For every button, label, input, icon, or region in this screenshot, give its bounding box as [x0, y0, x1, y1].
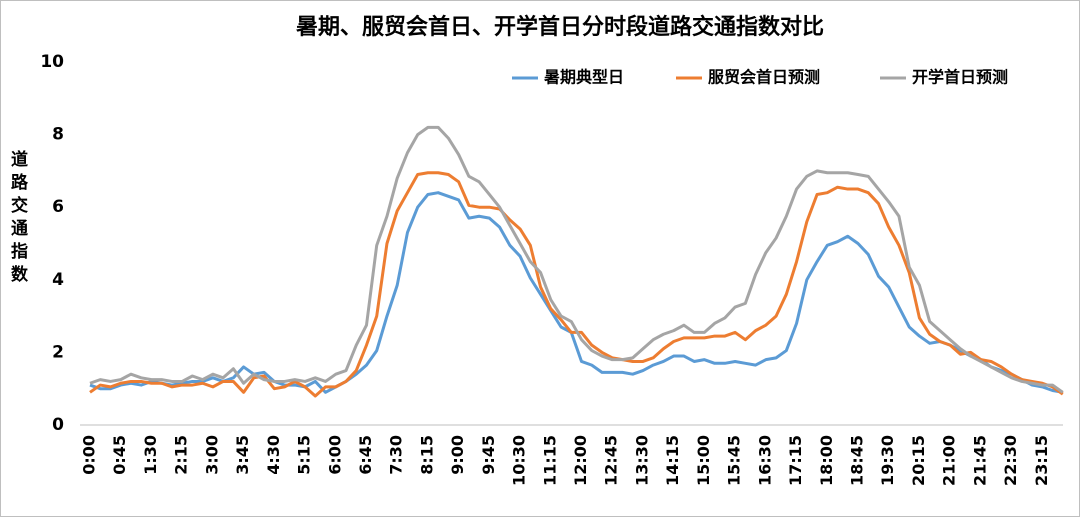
x-tick-label: 4:30 [264, 435, 283, 475]
y-tick-label: 4 [52, 270, 64, 290]
legend-label: 服贸会首日预测 [708, 68, 820, 87]
x-tick-label: 3:45 [233, 435, 252, 475]
x-tick-label: 18:00 [817, 435, 836, 486]
y-tick-label: 10 [40, 52, 64, 72]
x-tick-label: 0:00 [80, 435, 99, 475]
y-tick-label: 6 [52, 197, 64, 217]
x-tick-label: 19:30 [878, 435, 897, 486]
x-tick-label: 6:00 [325, 435, 344, 475]
x-tick-label: 7:30 [387, 435, 406, 475]
x-tick-label: 13:30 [632, 435, 651, 486]
x-tick-label: 3:00 [202, 435, 221, 475]
x-tick-label: 16:30 [755, 435, 774, 486]
x-tick-label: 17:15 [786, 435, 805, 486]
x-tick-label: 15:45 [725, 435, 744, 486]
x-tick-label: 12:00 [571, 435, 590, 486]
y-axis-label: 道路交通指数 [7, 150, 27, 288]
x-tick-label: 2:15 [172, 435, 191, 475]
y-tick-label: 8 [52, 125, 64, 145]
x-tick-label: 21:00 [940, 435, 959, 486]
x-tick-label: 0:45 [110, 435, 129, 475]
x-tick-label: 11:15 [540, 435, 559, 486]
x-tick-label: 12:45 [602, 435, 621, 486]
y-tick-label: 2 [52, 342, 64, 362]
x-tick-label: 14:15 [663, 435, 682, 486]
x-tick-label: 5:15 [295, 435, 314, 475]
x-tick-label: 18:45 [848, 435, 867, 486]
x-tick-label: 23:15 [1032, 435, 1051, 486]
x-tick-label: 8:15 [417, 435, 436, 475]
x-tick-label: 10:30 [510, 435, 529, 486]
x-tick-label: 1:30 [141, 435, 160, 475]
x-tick-label: 22:30 [1001, 435, 1020, 486]
legend-label: 暑期典型日 [543, 68, 624, 87]
chart-title: 暑期、服贸会首日、开学首日分时段道路交通指数对比 [296, 14, 824, 40]
x-tick-label: 6:45 [356, 435, 375, 475]
x-tick-label: 15:00 [694, 435, 713, 486]
x-tick-label: 20:15 [909, 435, 928, 486]
legend-label: 开学首日预测 [912, 68, 1008, 87]
x-tick-label: 21:45 [970, 435, 989, 486]
line-series [89, 125, 1064, 394]
y-tick-label: 0 [52, 415, 64, 435]
line-series [89, 191, 1064, 394]
x-tick-label: 9:00 [448, 435, 467, 475]
x-tick-label: 9:45 [479, 435, 498, 475]
